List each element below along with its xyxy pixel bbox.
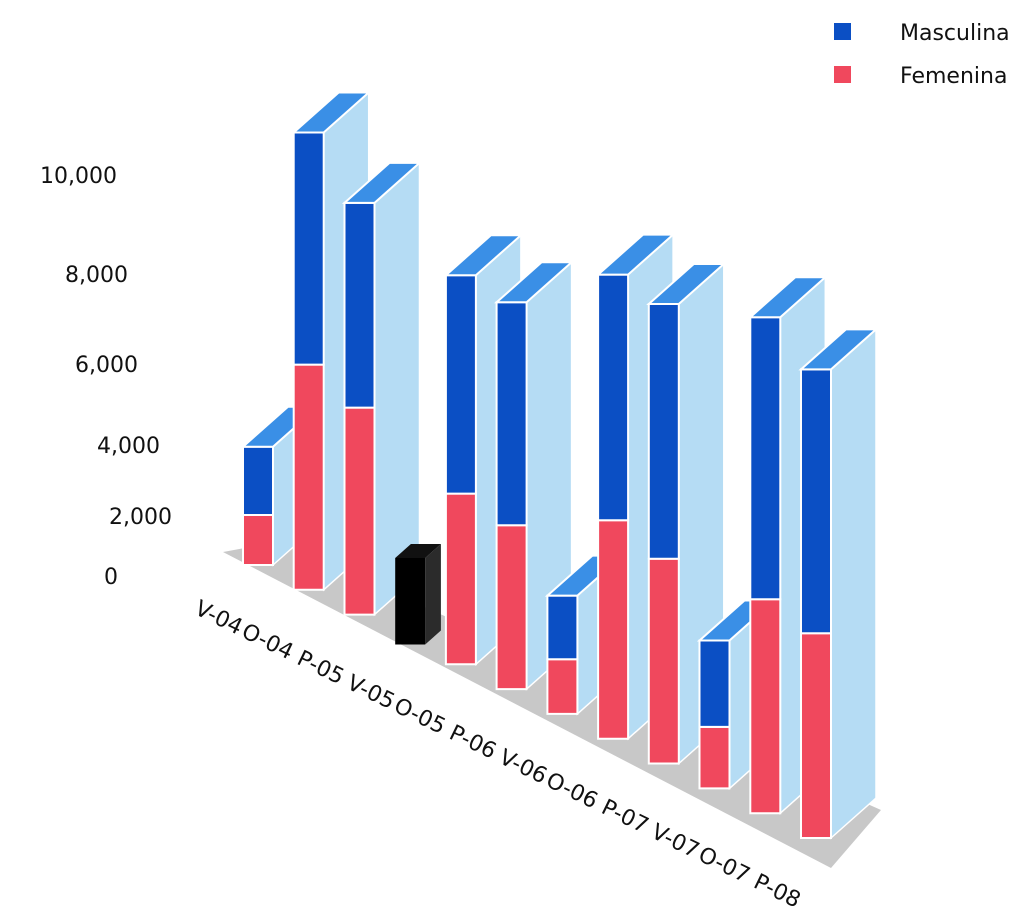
x-tick-label: P-08 [750,870,805,914]
bar-masculina-side [830,327,877,840]
legend-label-femenina: Femenina [900,64,1007,89]
legend: Masculina Femenina [834,21,1010,89]
bar-top-face [291,91,372,134]
x-tick-label: O-04 [238,619,297,665]
y-tick-label: 2,000 [109,505,172,530]
bar-femenina-o-06 [597,519,630,740]
bar-femenina-o-07 [749,598,782,815]
bar-stack-v-05 [395,544,441,645]
bar-top-face [341,161,423,204]
bar-masculina-v-04 [242,445,274,516]
bar-femenina-v-07 [698,725,731,790]
bar-stack-p-08 [798,327,879,840]
bar-femenina-p-06 [495,524,528,691]
y-tick-label: 0 [104,565,118,590]
legend-swatch-femenina [834,66,851,83]
bar-femenina-p-07 [647,557,680,765]
bar-top-face [646,263,727,305]
x-tick-label: O-06 [542,768,601,814]
bar-masculina-v-06 [546,594,579,661]
bar-top-face [747,276,828,319]
bar-masculina-p-07 [647,303,680,560]
bar-femenina-o-04 [292,363,325,591]
bar-masculina-o-07 [749,316,782,601]
y-tick-label: 6,000 [75,353,138,378]
y-tick-label: 8,000 [65,263,128,288]
x-tick-label: P-05 [293,646,348,690]
x-tick-label: V-07 [647,819,703,863]
x-tick-label: O-07 [694,842,753,888]
x-tick-label: P-06 [445,721,500,765]
x-tick-label: V-04 [191,596,247,640]
bars-group [240,90,879,840]
bar-stack-p-06 [493,260,575,691]
legend-swatch-masculina [834,23,851,40]
bar-placeholder-side [425,544,441,645]
bar-top-face [493,261,575,304]
x-tick-label: V-06 [495,745,551,789]
bar-femenina-v-04 [242,514,274,566]
bar-masculina-p-06 [495,301,528,527]
bar-masculina-p-08 [800,368,832,635]
bar-masculina-o-04 [292,131,325,366]
bar-masculina-o-05 [444,274,477,495]
x-tick-label: P-07 [597,795,652,839]
y-axis: 0 2,000 4,000 6,000 8,000 10,000 [40,164,172,590]
bar-masculina-v-07 [698,639,731,728]
x-tick-label: O-05 [390,694,449,740]
legend-label-masculina: Masculina [900,21,1010,46]
bar-femenina-v-06 [546,658,579,715]
bar-placeholder-top [395,544,441,558]
y-tick-label: 4,000 [97,434,160,459]
bar-top-face [443,234,524,277]
bar-femenina-p-08 [800,632,832,839]
bar-top-face [595,233,676,276]
bar-top-face [798,328,879,371]
bar-masculina-o-06 [597,273,630,522]
bar-placeholder-front [395,558,426,645]
bar-femenina-o-05 [444,492,477,666]
x-tick-label: V-05 [343,671,399,715]
bar-masculina-p-05 [343,201,376,409]
y-tick-label: 10,000 [40,164,117,189]
bar-femenina-p-05 [343,406,376,616]
